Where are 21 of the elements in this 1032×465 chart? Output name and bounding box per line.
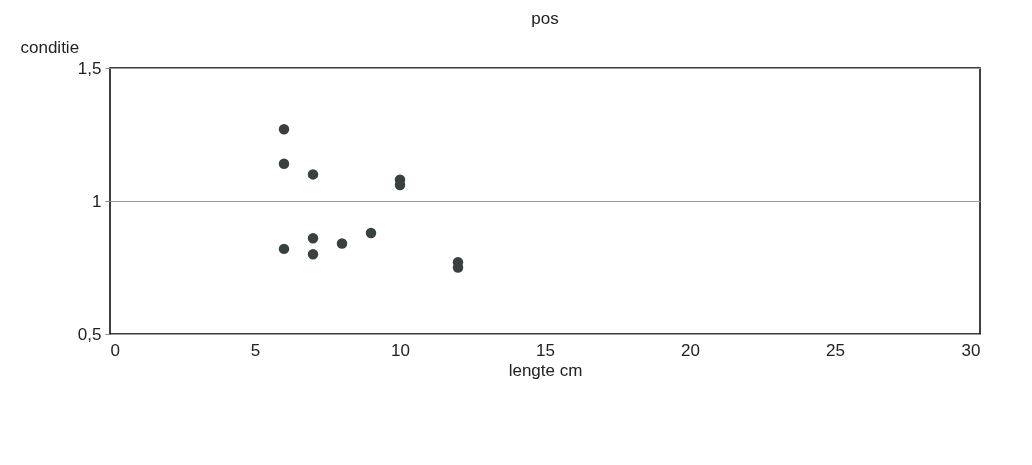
y-tick-label: 1	[92, 191, 102, 211]
point	[336, 238, 348, 249]
x-tick-label: 30	[961, 340, 981, 360]
y-tick-label: 1,5	[77, 58, 102, 78]
point	[278, 243, 290, 255]
y-axis-title: conditie	[20, 37, 80, 57]
x-tick-label: 0	[110, 340, 120, 360]
x-tick-label: 5	[250, 340, 261, 360]
y-tick-label: 0,5	[77, 324, 102, 344]
point	[307, 233, 319, 244]
point	[278, 123, 290, 135]
point	[307, 169, 319, 180]
point	[307, 248, 319, 260]
point	[278, 158, 290, 169]
x-tick-label: 25	[826, 340, 845, 360]
chart-title: pos	[531, 9, 559, 28]
x-axis-title: lengte cm	[508, 360, 583, 380]
x-tick-label: 15	[536, 340, 555, 360]
point	[365, 227, 377, 239]
x-tick-label: 20	[681, 340, 700, 360]
x-tick-label: 10	[391, 340, 410, 360]
